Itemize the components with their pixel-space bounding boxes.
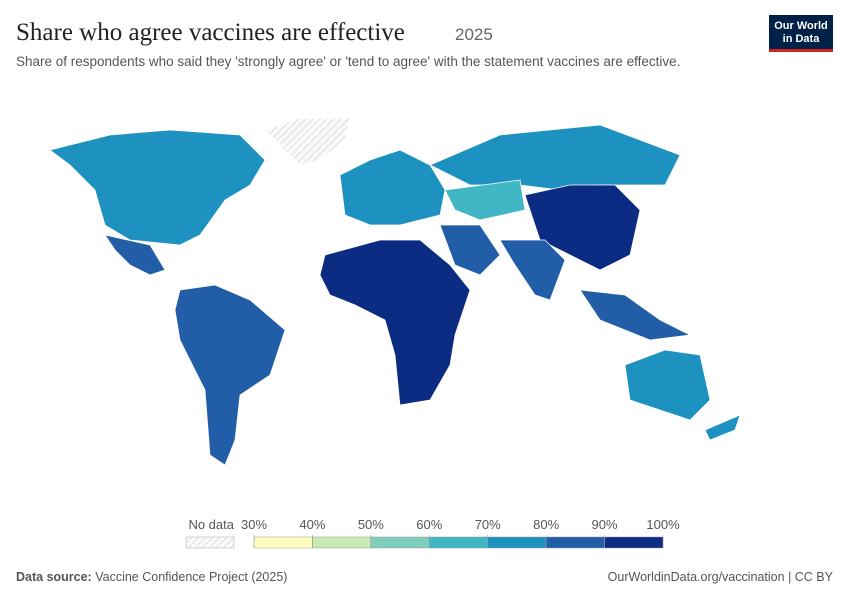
no-data-swatch — [185, 536, 235, 549]
logo-text: Our World — [774, 20, 828, 32]
legend-tick-label: 100% — [646, 517, 680, 532]
legend-tick-label: 80% — [533, 517, 559, 532]
legend: 30% 40% 50% 60% 70% 80% 90% 100% — [241, 517, 680, 549]
legend-tick-label: 90% — [592, 517, 618, 532]
source: Data source: Vaccine Confidence Project … — [16, 570, 287, 584]
legend-tick-label: 60% — [416, 517, 442, 532]
no-data-label: No data — [188, 517, 234, 532]
legend-swatch — [429, 536, 488, 549]
source-text: Vaccine Confidence Project (2025) — [95, 570, 287, 584]
legend-tick-label: 50% — [358, 517, 384, 532]
url: OurWorldinData.org/vaccination | CC BY — [608, 570, 834, 584]
legend-swatch — [253, 536, 313, 549]
logo-text: in Data — [783, 33, 821, 45]
legend-tick-label: 70% — [475, 517, 501, 532]
legend-tick-label: 30% — [241, 517, 267, 532]
legend-swatch — [604, 536, 664, 549]
logo[interactable]: Our World in Data — [769, 15, 833, 52]
legend-swatch — [370, 536, 430, 549]
legend-swatch — [487, 536, 547, 549]
map — [49, 117, 741, 466]
legend-swatch — [312, 536, 372, 549]
title: Share who agree vaccines are effective — [16, 19, 405, 46]
legend-swatch — [545, 536, 605, 549]
subtitle: Share of respondents who said they 'stro… — [16, 54, 680, 69]
legend-tick-label: 40% — [299, 517, 325, 532]
source-label: Data source: — [16, 570, 92, 584]
year: 2025 — [455, 25, 493, 44]
